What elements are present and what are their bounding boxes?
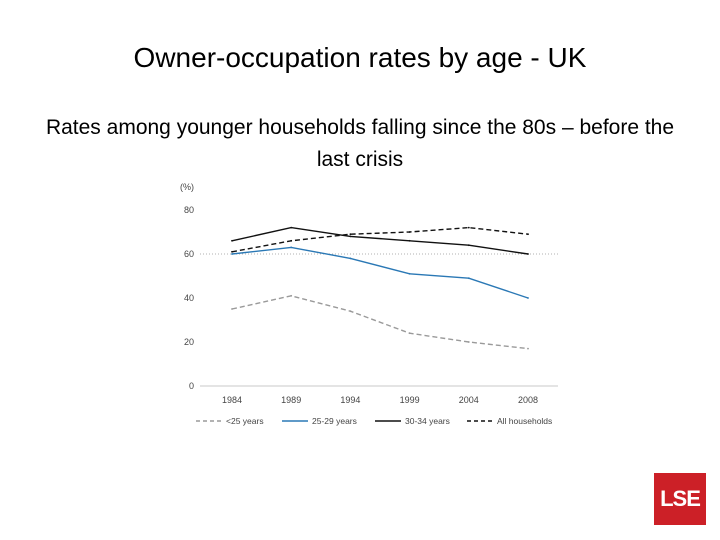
data-point bbox=[290, 226, 293, 229]
data-point bbox=[467, 226, 470, 229]
slide-subtitle: Rates among younger households falling s… bbox=[45, 116, 675, 171]
legend-label: All households bbox=[497, 416, 552, 426]
data-point bbox=[527, 233, 529, 236]
series-line-2 bbox=[231, 226, 529, 255]
owner-occupation-chart: (%) 0 20 40 60 80 1984 1989 1994 1999 2004 2008 <25 … bbox=[180, 182, 558, 426]
data-point bbox=[231, 253, 233, 255]
series-line-0 bbox=[231, 295, 529, 350]
x-tick-label: 1999 bbox=[400, 395, 420, 405]
y-tick-label: 40 bbox=[184, 293, 194, 303]
data-point bbox=[408, 272, 411, 275]
legend-label: <25 years bbox=[226, 416, 264, 426]
data-point bbox=[231, 308, 233, 310]
data-point bbox=[231, 239, 233, 242]
lse-logo-text: LSE bbox=[660, 486, 701, 511]
y-tick-label: 20 bbox=[184, 337, 194, 347]
x-tick-label: 2004 bbox=[459, 395, 479, 405]
y-tick-label: 0 bbox=[189, 381, 194, 391]
data-point bbox=[527, 253, 529, 255]
data-point bbox=[349, 235, 352, 238]
data-point bbox=[467, 277, 470, 280]
x-tick-label: 2008 bbox=[518, 395, 538, 405]
data-point bbox=[527, 297, 529, 299]
x-tick-label: 1994 bbox=[340, 395, 360, 405]
x-tick-label: 1989 bbox=[281, 395, 301, 405]
data-point bbox=[408, 239, 411, 242]
data-point bbox=[231, 250, 233, 253]
data-point bbox=[349, 310, 352, 313]
data-point bbox=[290, 294, 293, 297]
series-line-1 bbox=[231, 246, 529, 299]
y-axis-unit-label: (%) bbox=[180, 182, 194, 192]
series-line-3 bbox=[231, 226, 529, 253]
data-point bbox=[349, 233, 352, 236]
y-tick-label: 60 bbox=[184, 249, 194, 259]
slide-title: Owner-occupation rates by age - UK bbox=[133, 42, 587, 73]
data-point bbox=[290, 239, 293, 242]
legend-label: 25-29 years bbox=[312, 416, 357, 426]
data-point bbox=[527, 347, 529, 350]
data-point bbox=[408, 332, 411, 335]
y-tick-label: 80 bbox=[184, 205, 194, 215]
x-tick-label: 1984 bbox=[222, 395, 242, 405]
data-point bbox=[349, 257, 352, 260]
data-point bbox=[467, 341, 470, 343]
lse-logo: LSE bbox=[654, 473, 706, 525]
data-point bbox=[467, 244, 470, 247]
data-point bbox=[290, 246, 293, 249]
data-point bbox=[408, 231, 411, 233]
legend-label: 30-34 years bbox=[405, 416, 450, 426]
